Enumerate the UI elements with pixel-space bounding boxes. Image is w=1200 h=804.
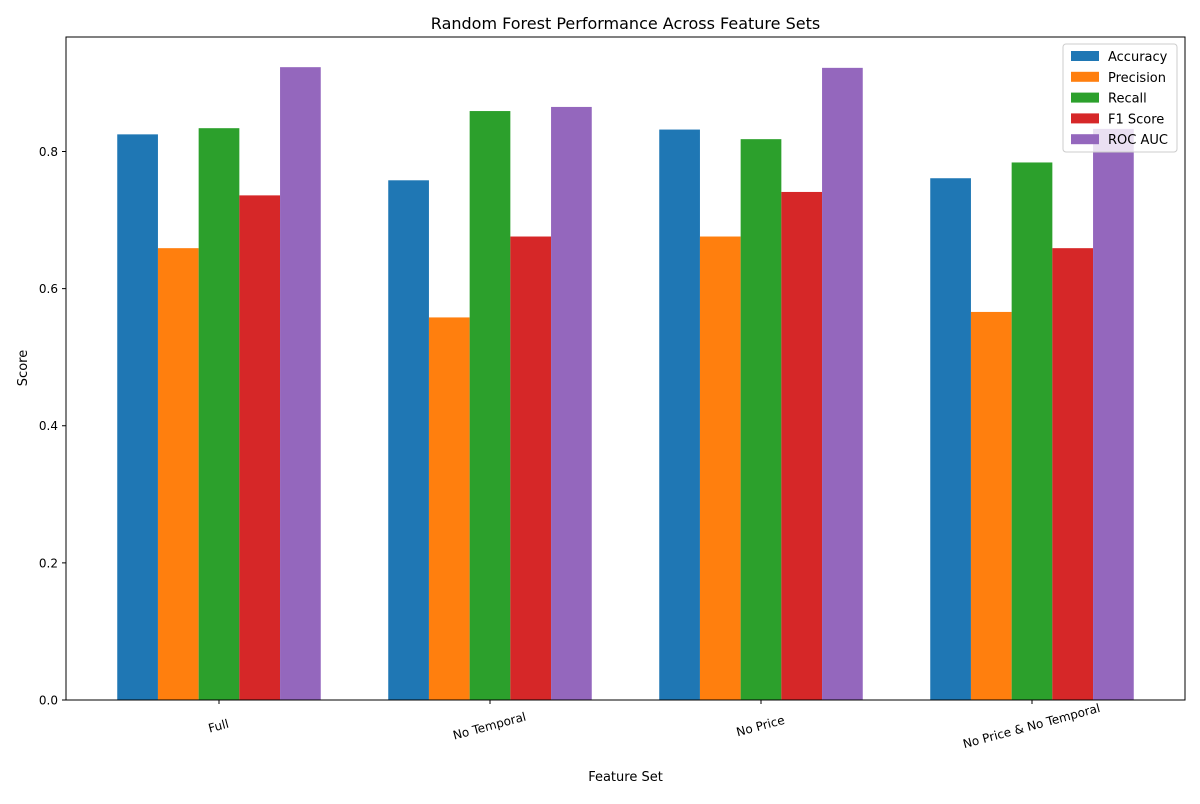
bar-roc-auc-0 <box>280 67 321 700</box>
legend-label-f1-score: F1 Score <box>1108 112 1164 127</box>
plot-frame <box>65 36 1186 701</box>
bar-accuracy-0 <box>117 134 158 701</box>
legend-swatch-accuracy <box>1071 51 1099 61</box>
legend-frame <box>1062 43 1178 153</box>
bar-recall-0 <box>198 128 240 700</box>
bar-f1-score-3 <box>1052 248 1094 700</box>
bar-f1-score-2 <box>781 191 823 700</box>
bar-precision-0 <box>157 248 199 700</box>
y-tick-label-0: 0.0 <box>39 694 58 708</box>
x-axis-label: Feature Set <box>588 770 663 785</box>
bar-f1-score-0 <box>239 195 281 701</box>
bar-precision-1 <box>428 317 470 700</box>
y-tick-label-4: 0.8 <box>39 145 58 159</box>
bar-accuracy-1 <box>388 180 429 700</box>
y-tick-label-1: 0.2 <box>39 556 58 570</box>
y-tick-label-3: 0.6 <box>39 282 58 296</box>
legend-swatch-roc-auc <box>1071 134 1099 145</box>
legend-swatch-recall <box>1071 92 1099 103</box>
bar-recall-2 <box>740 139 782 701</box>
legend-label-precision: Precision <box>1108 71 1166 86</box>
legend-label-recall: Recall <box>1108 92 1147 107</box>
bar-recall-1 <box>469 111 511 701</box>
legend-label-accuracy: Accuracy <box>1108 50 1168 65</box>
bar-precision-2 <box>699 236 741 700</box>
legend: Accuracy Precision Recall F1 Score ROC AUC <box>1062 43 1178 153</box>
bar-precision-3 <box>970 311 1012 700</box>
legend-swatch-precision <box>1071 71 1099 82</box>
chart-title: Random Forest Performance Across Feature… <box>431 14 820 33</box>
bar-roc-auc-2 <box>822 67 863 701</box>
x-tick-label-2: No Price <box>735 713 786 739</box>
x-tick-label-0: Full <box>207 717 230 736</box>
bar-roc-auc-1 <box>551 106 592 700</box>
bar-roc-auc-3 <box>1093 128 1134 700</box>
x-tick-label-1: No Temporal <box>451 710 527 743</box>
bar-f1-score-1 <box>510 236 552 700</box>
y-tick-label-2: 0.4 <box>39 419 58 433</box>
bar-accuracy-3 <box>930 178 971 700</box>
x-tick-label-3: No Price & No Temporal <box>961 701 1101 751</box>
y-axis-label: Score <box>16 350 31 386</box>
legend-label-roc-auc: ROC AUC <box>1108 133 1168 148</box>
bars-layer <box>117 67 1134 701</box>
bar-accuracy-2 <box>659 129 700 701</box>
legend-swatch-f1-score <box>1071 113 1099 124</box>
bar-recall-3 <box>1011 162 1053 701</box>
